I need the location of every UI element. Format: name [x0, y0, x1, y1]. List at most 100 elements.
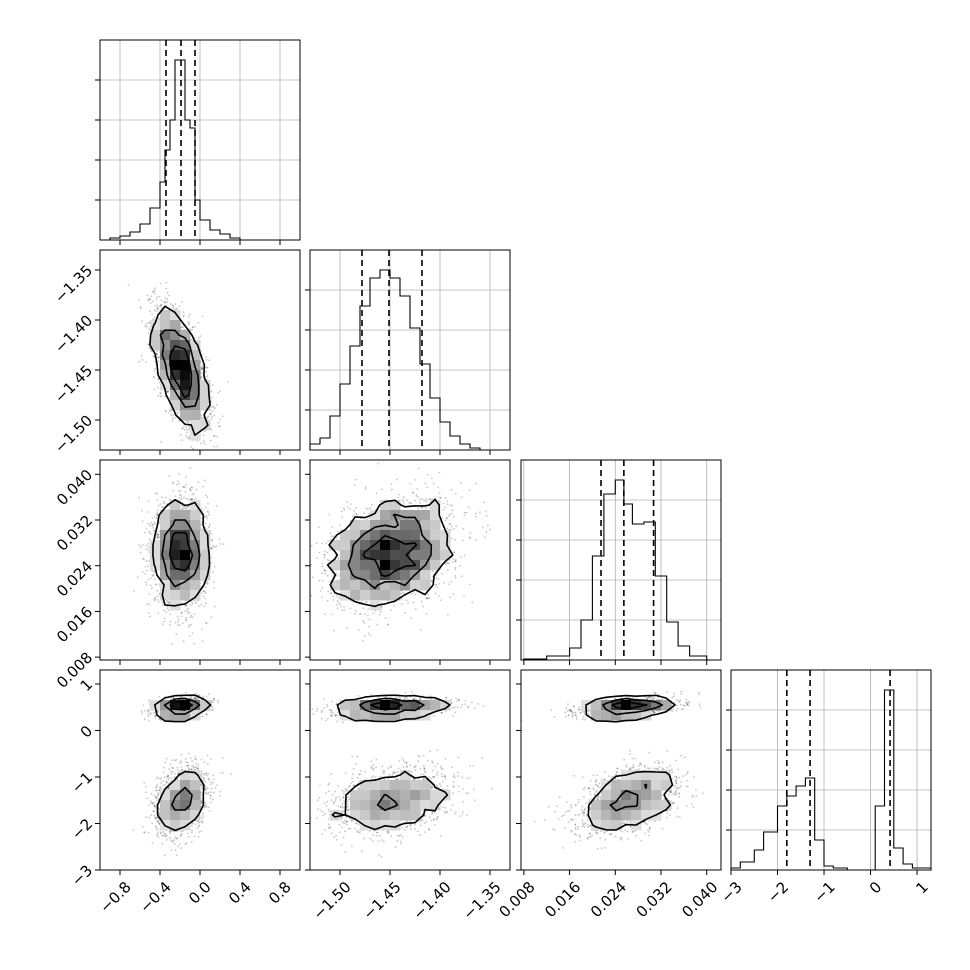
sample-point — [156, 499, 159, 501]
sample-point — [157, 360, 160, 362]
sample-point — [176, 412, 179, 415]
sample-point — [200, 414, 203, 417]
sample-point — [206, 622, 208, 624]
histogram-step — [309, 269, 481, 450]
sample-point — [177, 624, 179, 626]
sample-point — [166, 601, 169, 604]
sample-point — [200, 375, 203, 378]
sample-point — [148, 612, 150, 614]
sample-point — [200, 368, 203, 370]
sample-point — [193, 613, 196, 616]
sample-point — [216, 403, 218, 406]
sample-point — [156, 296, 159, 298]
sample-point — [145, 559, 148, 562]
sample-point — [182, 427, 184, 429]
sample-point — [155, 534, 158, 537]
sample-point — [217, 391, 220, 394]
sample-point — [152, 526, 154, 529]
sample-point — [209, 439, 212, 442]
sample-point — [198, 605, 200, 607]
sample-point — [155, 310, 158, 312]
sample-point — [156, 304, 159, 307]
sample-point — [214, 605, 216, 608]
sample-point — [138, 360, 141, 363]
sample-point — [170, 413, 172, 416]
sample-point — [151, 290, 154, 293]
sample-point — [148, 560, 150, 563]
sample-point — [182, 485, 185, 488]
sample-point — [153, 570, 155, 573]
sample-point — [157, 612, 160, 615]
sample-point — [190, 486, 193, 489]
density-cell — [190, 390, 201, 401]
sample-point — [166, 291, 169, 294]
sample-point — [160, 299, 163, 302]
sample-point — [192, 454, 194, 456]
joint-plot-area — [133, 467, 225, 645]
sample-point — [148, 299, 150, 302]
sample-point — [171, 414, 173, 417]
sample-point — [147, 565, 150, 568]
sample-point — [162, 500, 165, 503]
density-cell — [180, 330, 191, 341]
sample-point — [172, 489, 174, 492]
sample-point — [180, 601, 183, 604]
x-tick-label: −2 — [764, 878, 792, 906]
sample-point — [159, 503, 162, 506]
sample-point — [153, 356, 155, 358]
sample-point — [178, 420, 181, 422]
sample-point — [172, 481, 174, 484]
sample-point — [159, 392, 162, 394]
histogram-panel-2 — [305, 249, 511, 455]
sample-point — [178, 473, 181, 476]
sample-point — [152, 318, 155, 321]
density-cell — [180, 350, 191, 361]
sample-point — [213, 581, 215, 584]
sample-point — [162, 609, 165, 612]
histogram-panel-4: −3 −2 −1 0 1 — [717, 669, 932, 906]
sample-point — [205, 582, 208, 585]
sample-point — [210, 547, 213, 550]
sample-point — [207, 511, 210, 513]
sample-point — [211, 539, 214, 542]
sample-point — [166, 607, 169, 610]
sample-point — [200, 376, 203, 379]
sample-point — [197, 455, 199, 457]
sample-point — [154, 598, 157, 601]
sample-point — [214, 407, 216, 409]
histogram-step — [109, 59, 241, 240]
sample-point — [184, 610, 187, 613]
panel-frame — [730, 669, 932, 871]
contours — [149, 305, 211, 436]
sample-point — [213, 445, 215, 448]
sample-point — [153, 376, 155, 379]
sample-point — [148, 322, 151, 324]
sample-point — [156, 509, 159, 512]
sample-point — [159, 304, 162, 307]
sample-point — [177, 480, 179, 483]
sample-point — [182, 315, 185, 318]
sample-point — [168, 601, 170, 604]
sample-point — [162, 505, 165, 508]
sample-point — [182, 507, 184, 510]
sample-point — [144, 531, 147, 534]
sample-point — [180, 496, 183, 498]
sample-point — [197, 322, 200, 324]
sample-point — [191, 328, 194, 331]
sample-point — [169, 613, 172, 616]
sample-point — [188, 322, 191, 324]
sample-point — [154, 316, 157, 319]
sample-point — [153, 370, 156, 372]
sample-point — [171, 304, 174, 307]
sample-point — [174, 495, 177, 497]
sample-point — [145, 361, 148, 364]
sample-point — [227, 381, 230, 383]
sample-point — [191, 486, 194, 489]
sample-point — [148, 593, 151, 595]
sample-point — [200, 628, 203, 631]
sample-point — [202, 590, 205, 592]
sample-point — [158, 592, 161, 595]
sample-point — [189, 488, 192, 491]
histogram-panel-3 — [516, 459, 722, 665]
